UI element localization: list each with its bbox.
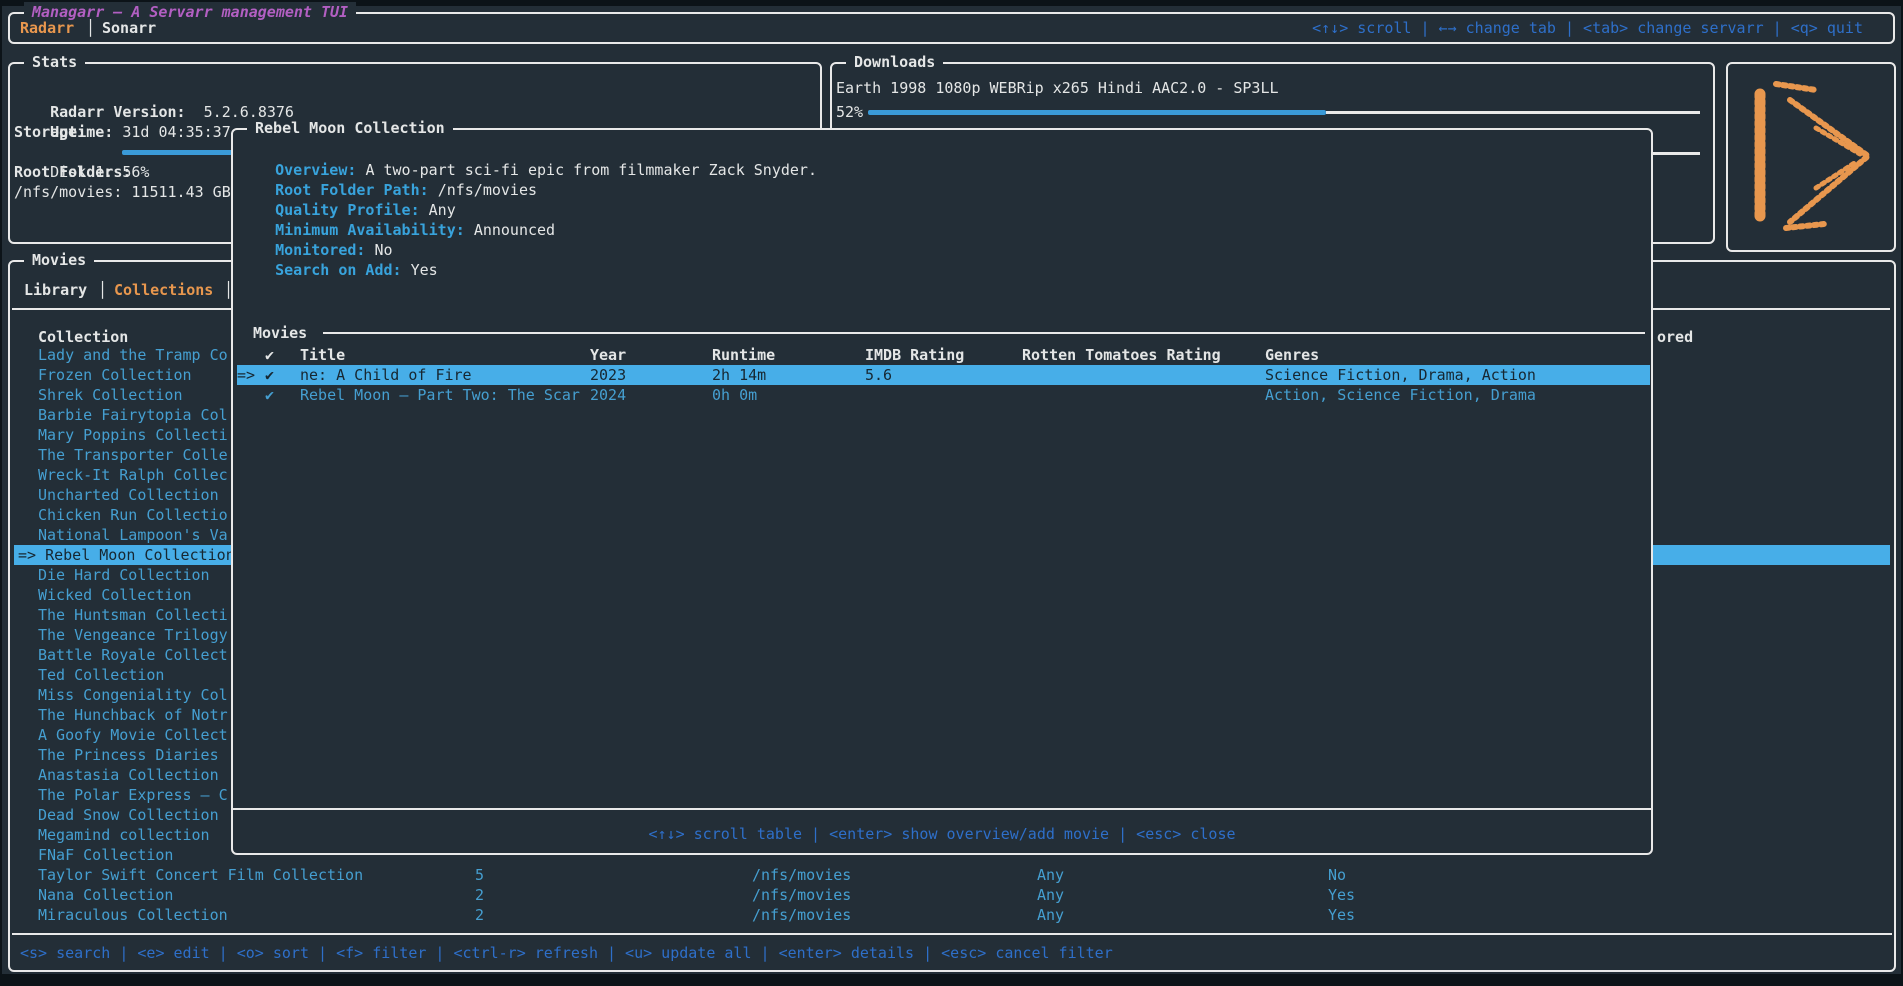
list-item[interactable]: Megamind collection xyxy=(38,826,210,844)
list-item[interactable]: Lady and the Tramp Co xyxy=(38,346,228,364)
list-item[interactable]: Anastasia Collection xyxy=(38,766,219,784)
logo-panel xyxy=(1726,62,1896,252)
tab-separator: │ xyxy=(98,281,108,299)
col-header-year[interactable]: Year xyxy=(590,346,627,364)
bottom-keybinds: <s> search | <e> edit | <o> sort | <f> f… xyxy=(20,944,1113,962)
stats-title: Stats xyxy=(24,52,86,72)
stats-uptime-value: 31d 04:35:37 xyxy=(122,123,231,141)
keybar-separator xyxy=(12,933,1892,935)
list-item[interactable]: The Vengeance Trilogy xyxy=(38,626,228,644)
list-item[interactable]: Die Hard Collection xyxy=(38,566,210,584)
list-item[interactable]: National Lampoon's Va xyxy=(38,526,228,544)
list-item[interactable]: Uncharted Collection xyxy=(38,486,219,504)
monitored-label: Monitored: xyxy=(275,241,366,259)
col-header-genres[interactable]: Genres xyxy=(1265,346,1320,364)
movies-panel: Movies Library │ Collections │ Collectio… xyxy=(8,250,1896,972)
list-item[interactable]: The Huntsman Collecti xyxy=(38,606,228,624)
download-gauge-filled xyxy=(868,110,1326,115)
monitored-header-clipped: ored xyxy=(1657,328,1694,346)
list-item[interactable]: The Polar Express – C xyxy=(38,786,228,804)
stats-rootfolders-label: Root Folders: xyxy=(14,163,132,181)
list-item[interactable]: Ted Collection xyxy=(38,666,165,684)
list-item[interactable]: FNaF Collection xyxy=(38,846,174,864)
tab-radarr[interactable]: Radarr xyxy=(20,19,75,37)
list-item[interactable]: Miss Congeniality Col xyxy=(38,686,228,704)
download-item-title: Earth 1998 1080p WEBRip x265 Hindi AAC2.… xyxy=(836,79,1279,97)
col-header-check: ✔ xyxy=(265,346,275,364)
list-item[interactable]: Shrek Collection xyxy=(38,386,183,404)
stats-uptime-label: Uptime: xyxy=(50,123,114,141)
col-header-runtime[interactable]: Runtime xyxy=(712,346,776,364)
app-title: Managarr – A Servarr management TUI xyxy=(24,2,357,22)
stats-disk-label: Disk 1: xyxy=(50,163,114,181)
tab-collections[interactable]: Collections xyxy=(114,281,214,299)
tab-sonarr[interactable]: Sonarr xyxy=(102,19,157,37)
modal-title: Rebel Moon Collection xyxy=(247,118,453,138)
modal-movies-title: Movies xyxy=(253,324,308,342)
download-gauge-empty xyxy=(1326,111,1700,114)
min-availability-value: Announced xyxy=(473,221,556,239)
modal-footer-separator xyxy=(233,808,1651,810)
col-header-rotten[interactable]: Rotten Tomatoes Rating xyxy=(1022,346,1221,364)
list-item-selected[interactable]: => Rebel Moon Collection xyxy=(18,546,235,564)
list-item[interactable]: Dead Snow Collection xyxy=(38,806,219,824)
downloads-title: Downloads xyxy=(846,52,944,72)
tab-separator: │ xyxy=(86,19,96,37)
download-item-percent: 52% xyxy=(836,103,864,121)
stats-disk-percent: 56% xyxy=(122,163,150,181)
collections-header: Collection xyxy=(38,328,129,346)
check-icon: ✔ xyxy=(265,386,275,404)
list-item[interactable]: Barbie Fairytopia Col xyxy=(38,406,228,424)
managarr-logo-icon xyxy=(1754,81,1873,231)
stats-version-value: 5.2.6.8376 xyxy=(203,103,294,121)
quality-profile-label: Quality Profile: xyxy=(275,201,420,219)
overview-value: A two-part sci-fi epic from filmmaker Za… xyxy=(365,161,817,179)
search-on-add-value: Yes xyxy=(410,261,438,279)
list-item[interactable]: Wicked Collection xyxy=(38,586,192,604)
stats-rootfolder-value: /nfs/movies: 11511.43 GB xyxy=(14,183,231,201)
terminal-top-strip xyxy=(0,0,1903,6)
list-item[interactable]: Frozen Collection xyxy=(38,366,192,384)
list-item[interactable]: The Hunchback of Notr xyxy=(38,706,228,724)
tab-library[interactable]: Library xyxy=(24,281,88,299)
terminal-bottom-strip xyxy=(0,974,1903,986)
stats-version-label: Radarr Version: xyxy=(50,103,186,121)
overview-label: Overview: xyxy=(275,161,357,179)
selected-movie-highlight xyxy=(237,365,1650,385)
movies-panel-title: Movies xyxy=(24,250,95,270)
list-item[interactable]: A Goofy Movie Collect xyxy=(38,726,228,744)
collection-details-modal: Rebel Moon Collection Overview: A two-pa… xyxy=(231,118,1653,855)
col-header-title[interactable]: Title xyxy=(300,346,346,364)
check-icon: ✔ xyxy=(265,366,275,384)
list-item[interactable]: The Princess Diaries xyxy=(38,746,219,764)
root-folder-label: Root Folder Path: xyxy=(275,181,429,199)
quality-profile-value: Any xyxy=(428,201,456,219)
modal-movies-title-rule xyxy=(323,332,1645,334)
list-item[interactable]: Mary Poppins Collecti xyxy=(38,426,228,444)
monitored-value: No xyxy=(374,241,393,259)
modal-keybinds: <↑↓> scroll table | <enter> show overvie… xyxy=(648,825,1236,843)
min-availability-label: Minimum Availability: xyxy=(275,221,465,239)
list-item[interactable]: Chicken Run Collectio xyxy=(38,506,228,524)
list-item[interactable]: The Transporter Colle xyxy=(38,446,228,464)
root-folder-value: /nfs/movies xyxy=(437,181,538,199)
tab-separator: │ xyxy=(224,281,234,299)
list-item[interactable]: Wreck-It Ralph Collec xyxy=(38,466,228,484)
list-item[interactable]: Battle Royale Collect xyxy=(38,646,228,664)
topbar: Managarr – A Servarr management TUI Rada… xyxy=(8,2,1895,44)
stats-storage-label: Storage: xyxy=(14,123,87,141)
topbar-keybinds: <↑↓> scroll | ←→ change tab | <tab> chan… xyxy=(1312,19,1863,37)
search-on-add-label: Search on Add: xyxy=(275,261,402,279)
col-header-imdb[interactable]: IMDB Rating xyxy=(865,346,965,364)
